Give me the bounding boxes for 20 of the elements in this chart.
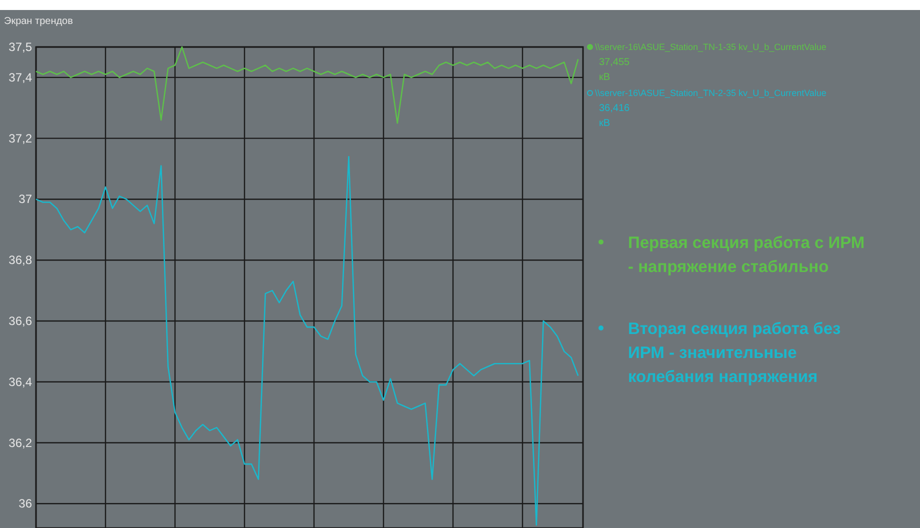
text: кВ xyxy=(599,118,610,129)
y-tick-label: 36 xyxy=(18,496,32,511)
chart-title: Экран трендов xyxy=(4,16,73,27)
y-tick-label: 36,4 xyxy=(8,374,32,389)
legend-label: \\server-16\ASUE_Station_TN-2-35 kv_U_b_CurrentValue xyxy=(595,88,826,98)
line-series xyxy=(35,156,579,526)
text: 36,416 xyxy=(599,103,630,114)
text: 37,455 xyxy=(599,57,630,68)
text: Вторая секция работа без ИРМ - значительные колебания напряжения xyxy=(628,320,841,386)
y-tick-label: 36,8 xyxy=(8,253,32,268)
y-tick-label: 36,2 xyxy=(8,436,32,450)
text: Первая секция работа с ИРМ - напряжение стабильно xyxy=(628,234,865,276)
y-tick-label: 37 xyxy=(18,192,32,206)
text: кВ xyxy=(599,72,610,83)
line-series xyxy=(35,46,579,124)
y-tick-label: 36,6 xyxy=(8,314,32,328)
y-tick-label: 37,5 xyxy=(8,40,32,54)
legend-label: \\server-16\ASUE_Station_TN-1-35 kv_U_b_CurrentValue xyxy=(595,42,826,52)
y-tick-label: 37,4 xyxy=(8,70,32,84)
y-tick-label: 37,2 xyxy=(8,131,32,146)
